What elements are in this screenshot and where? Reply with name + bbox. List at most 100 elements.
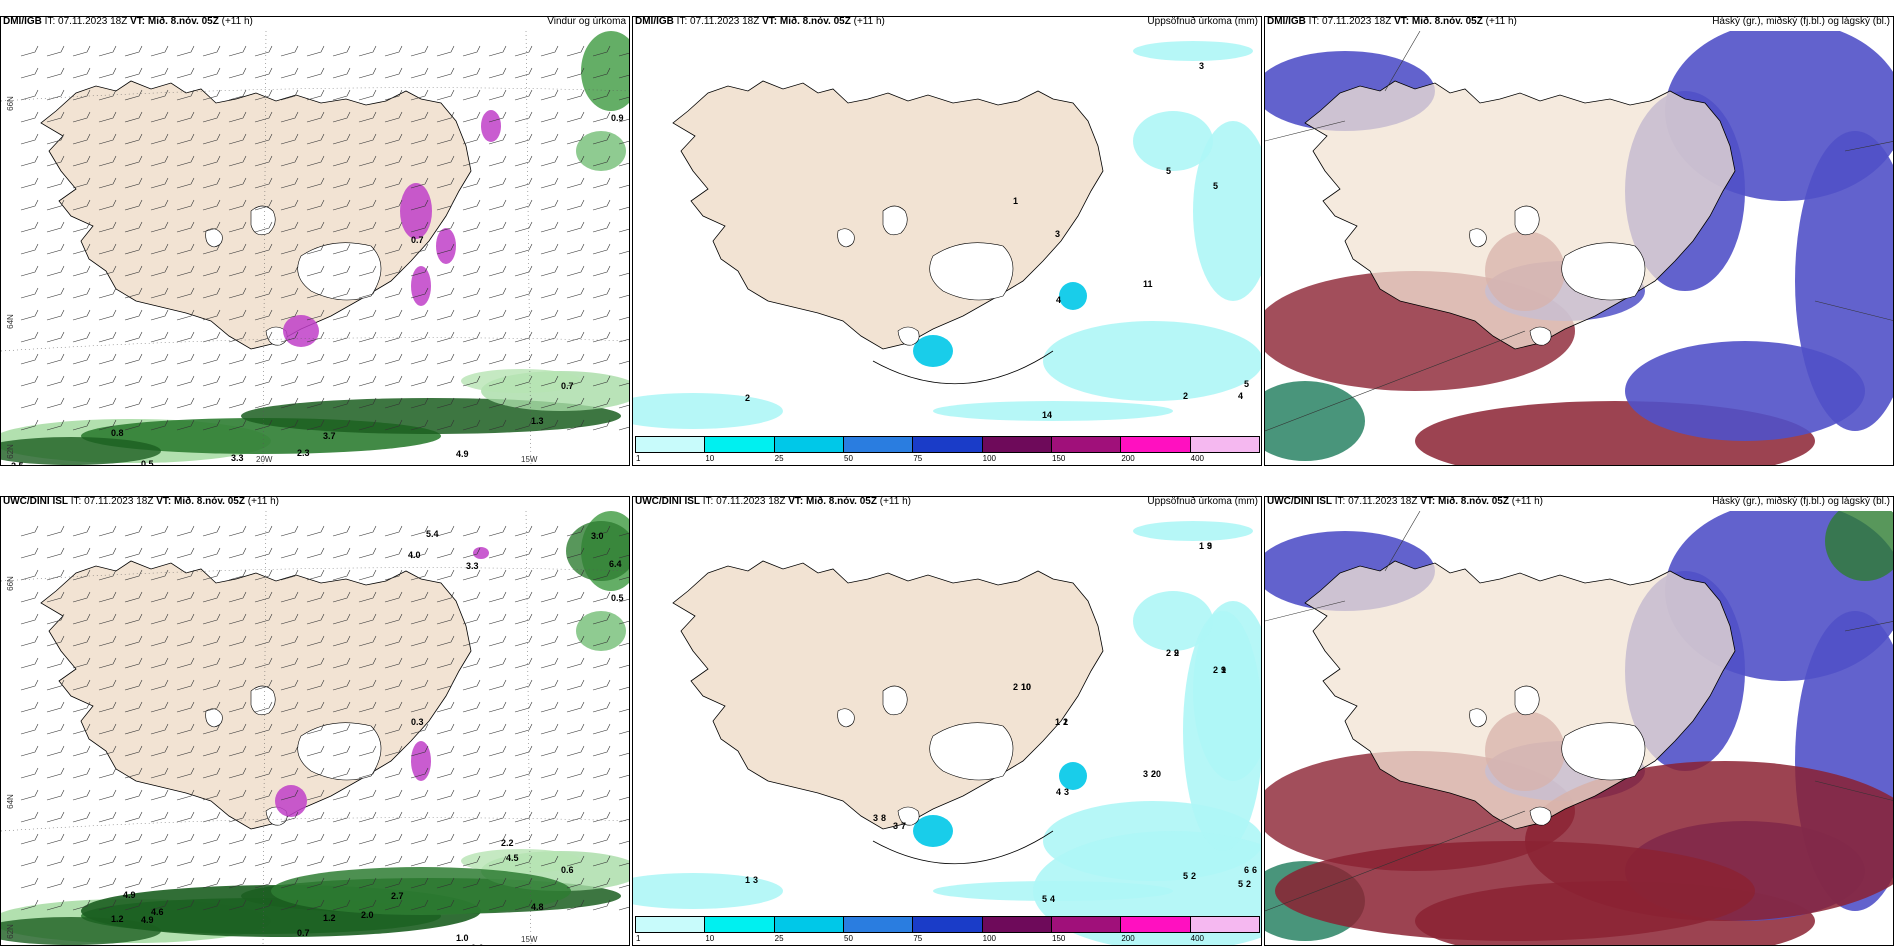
precip-value-label: 4.8 bbox=[531, 902, 544, 912]
valid-time: Mið. 8.nóv. 05Z bbox=[1411, 16, 1483, 27]
colorbar-tick: 100 bbox=[982, 454, 997, 463]
colorbar-swatch bbox=[773, 436, 844, 453]
colorbar-tick: 200 bbox=[1121, 934, 1135, 943]
valid-time: Mið. 8.nóv. 05Z bbox=[779, 16, 851, 27]
valid-time: Mið. 8.nóv. 05Z bbox=[806, 496, 877, 507]
glacier-outline bbox=[205, 228, 223, 248]
accumulated-value-label: 2 bbox=[1183, 391, 1189, 401]
accumulated-value-label: 2 bbox=[745, 393, 751, 403]
panel-run-info: UWC/DINI ISL IT: 07.11.2023 18Z VT: Mið.… bbox=[635, 496, 911, 509]
accumulated-value-label: 3 bbox=[1207, 541, 1213, 551]
colorbar-tick: 10 bbox=[705, 454, 715, 463]
precip-value-label: 0.8 bbox=[111, 428, 124, 438]
precip-area bbox=[576, 611, 626, 651]
accumulated-value-label: 1 bbox=[1199, 541, 1205, 551]
lead-time: (+11 h) bbox=[853, 16, 885, 27]
precip-value-label: 0.3 bbox=[411, 717, 424, 727]
issue-time: 07.11.2023 18Z bbox=[716, 496, 786, 507]
precip-value-label: 1.4 bbox=[246, 945, 259, 946]
accumulated-value-label: 14 bbox=[1042, 410, 1053, 420]
colorbar-swatch bbox=[843, 916, 914, 933]
glacier-outline bbox=[837, 228, 855, 248]
glacier-outline bbox=[1514, 205, 1540, 236]
accumulated-value-label: 6 bbox=[1244, 865, 1250, 875]
accumulated-value-label: 1 bbox=[1221, 665, 1227, 675]
accumulated-value-label: 3 bbox=[893, 821, 899, 831]
accumulated-value-label: 2 bbox=[1246, 879, 1252, 889]
glacier-outline bbox=[297, 722, 382, 781]
map-canvas bbox=[1, 511, 629, 945]
precip-value-label: 1.2 bbox=[323, 913, 336, 923]
glacier-outline bbox=[882, 205, 908, 236]
precip-value-label: 4.9 bbox=[141, 915, 154, 925]
longitude-label: 20W bbox=[256, 455, 273, 464]
precip-value-label: 0.6 bbox=[561, 865, 574, 875]
panel-title: Uppsöfnuð úrkoma (mm) bbox=[1147, 16, 1258, 27]
colorbar-tick: 400 bbox=[1190, 454, 1205, 463]
glacier-outline bbox=[250, 205, 276, 236]
precip-area bbox=[566, 521, 629, 581]
valid-label: VT: bbox=[1394, 16, 1410, 27]
accumulated-value-label: 1 bbox=[1055, 717, 1061, 727]
glacier-outline bbox=[1469, 708, 1487, 728]
accumulated-value-label: 11 bbox=[1143, 279, 1153, 289]
cloud-field bbox=[1265, 511, 1893, 945]
model-name: UWC/DINI ISL bbox=[1267, 496, 1332, 507]
accumulated-value-label: 5 bbox=[1042, 894, 1048, 904]
glacier-outline bbox=[1514, 685, 1540, 716]
issue-time: 07.11.2023 18Z bbox=[1322, 16, 1392, 27]
issue-time: 07.11.2023 18Z bbox=[1348, 496, 1418, 507]
map-panel-precip: DMI/IGB IT: 07.11.2023 18Z VT: Mið. 8.nó… bbox=[632, 16, 1262, 466]
precip-value-label: 3.3 bbox=[466, 561, 479, 571]
model-name: DMI/IGB bbox=[1267, 16, 1306, 27]
glacier-outline bbox=[1529, 326, 1552, 346]
precip-value-label: 3.3 bbox=[231, 453, 244, 463]
glacier-outline bbox=[929, 722, 1014, 781]
valid-time: Mið. 8.nóv. 05Z bbox=[1438, 496, 1509, 507]
map-canvas bbox=[633, 511, 1261, 945]
panel-header: DMI/IGB IT: 07.11.2023 18Z VT: Mið. 8.nó… bbox=[633, 16, 1261, 29]
colorbar-swatch bbox=[1120, 916, 1191, 933]
glacier-outline bbox=[897, 326, 920, 346]
issue-time: 07.11.2023 18Z bbox=[690, 16, 760, 27]
snow-area bbox=[411, 741, 431, 781]
colorbar-swatch bbox=[1051, 916, 1122, 933]
panel-header: UWC/DINI ISL IT: 07.11.2023 18Z VT: Mið.… bbox=[633, 496, 1261, 509]
precip-field bbox=[633, 41, 1261, 429]
valid-label: VT: bbox=[1420, 496, 1436, 507]
issue-label: IT: bbox=[44, 16, 56, 27]
precip-area bbox=[1193, 121, 1261, 301]
panel-title: Háský (gr.), miðský (fj.bl.) og lágský (… bbox=[1712, 16, 1890, 27]
precip-area bbox=[1133, 591, 1213, 651]
precip-value-label: 1.2 bbox=[111, 914, 124, 924]
colorbar-swatch bbox=[981, 436, 1052, 453]
colorbar-tick: 150 bbox=[1052, 454, 1066, 463]
accumulated-value-label: 1 bbox=[1013, 196, 1019, 206]
colorbar-swatch bbox=[773, 916, 844, 933]
accumulated-value-label: 9 bbox=[1174, 648, 1180, 658]
map-canvas bbox=[633, 31, 1261, 429]
colorbar-swatch bbox=[635, 916, 706, 933]
cloud-area bbox=[1625, 341, 1865, 441]
snow-area bbox=[283, 315, 319, 347]
snow-area bbox=[436, 228, 456, 264]
precip-area bbox=[1, 437, 161, 465]
panel-header: UWC/DINI ISL IT: 07.11.2023 18Z VT: Mið.… bbox=[1265, 496, 1893, 509]
precip-area bbox=[633, 393, 783, 429]
map-panel-wind: UWC/DINI ISL IT: 07.11.2023 18Z VT: Mið.… bbox=[0, 496, 630, 946]
colorbar-tick: 1 bbox=[636, 454, 641, 463]
latitude-label: 66N bbox=[5, 96, 15, 111]
panel-title: Háský (gr.), miðský (fj.bl.) og lágský (… bbox=[1712, 496, 1890, 507]
accumulated-value-label: 4 bbox=[1056, 295, 1062, 305]
precip-value-label: 2.5 bbox=[11, 461, 24, 466]
accumulated-value-label: 2 bbox=[1063, 717, 1069, 727]
precip-value-label: 6.4 bbox=[609, 559, 622, 569]
precip-value-label: 4.9 bbox=[456, 449, 469, 459]
map-panel-cloud: DMI/IGB IT: 07.11.2023 18Z VT: Mið. 8.nó… bbox=[1264, 16, 1894, 466]
colorbar-tick: 50 bbox=[844, 454, 853, 463]
glacier-outline bbox=[1561, 242, 1646, 301]
precip-area bbox=[1133, 111, 1213, 171]
accumulated-value-label: 3 bbox=[1199, 61, 1205, 71]
glacier-outline bbox=[897, 806, 920, 826]
contour-line bbox=[872, 350, 1054, 385]
